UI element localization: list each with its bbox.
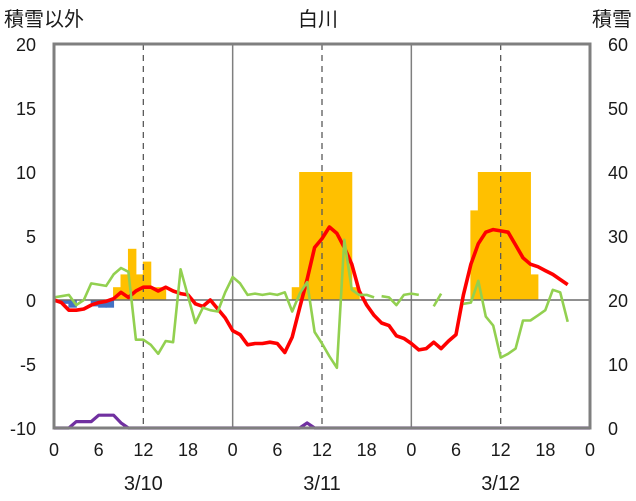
x-tick-label: 12 (312, 440, 332, 460)
precip-bar (515, 172, 524, 300)
sunshine-bar (98, 300, 107, 308)
precip-bar (142, 261, 152, 300)
precip-bar (291, 287, 301, 300)
humidity_like-line (432, 292, 443, 308)
right-tick-label: 10 (608, 355, 628, 375)
sunshine-bar (105, 300, 115, 308)
left-tick-label: 0 (26, 291, 36, 311)
precip-bar (328, 172, 338, 300)
left-tick-label: 5 (26, 227, 36, 247)
x-tick-label: 0 (49, 440, 59, 460)
x-tick-label: 12 (491, 440, 511, 460)
humidity_like-line (381, 292, 420, 307)
right-tick-label: 40 (608, 163, 628, 183)
right-tick-label: 20 (608, 291, 628, 311)
sunshine-bar (68, 300, 77, 308)
precip-bar (314, 172, 323, 300)
precip-bar (343, 172, 353, 300)
precip-bar (127, 248, 137, 300)
x-tick-label: 12 (133, 440, 153, 460)
x-tick-label: 6 (94, 440, 104, 460)
x-tick-label: 0 (228, 440, 238, 460)
right-tick-label: 0 (608, 419, 618, 439)
precip-bar (299, 172, 308, 300)
x-tick-label: 0 (406, 440, 416, 460)
precip-bar (522, 172, 531, 300)
x-tick-label: 6 (272, 440, 282, 460)
humidity_like-line (463, 279, 569, 359)
date-label: 3/11 (303, 473, 340, 495)
plot-border (52, 42, 592, 430)
left-tick-label: -10 (10, 419, 36, 439)
precip-bar (120, 274, 129, 300)
precip-bar (157, 287, 167, 300)
temperature-line (53, 225, 569, 355)
right-tick-label: 50 (608, 99, 628, 119)
left-tick-label: 20 (16, 35, 36, 55)
right-tick-label: 60 (608, 35, 628, 55)
right-axis-title: 積雪 (592, 8, 632, 31)
humidity_like-line (53, 238, 375, 370)
left-tick-label: -5 (20, 355, 36, 375)
precip-bar (336, 172, 345, 300)
chart-title: 白川 (298, 8, 338, 31)
left-tick-label: 10 (16, 163, 36, 183)
left-tick-label: 15 (16, 99, 36, 119)
x-tick-label: 18 (535, 440, 555, 460)
x-tick-label: 6 (451, 440, 461, 460)
x-tick-label: 18 (357, 440, 377, 460)
x-tick-label: 18 (178, 440, 198, 460)
precip-bar (485, 172, 494, 300)
date-label: 3/12 (481, 473, 520, 495)
plot-frame (52, 42, 592, 430)
precip-bar (150, 287, 159, 300)
right-tick-label: 30 (608, 227, 628, 247)
precip-bar (529, 274, 539, 300)
precip-bar (500, 172, 509, 300)
precip-bar (306, 172, 316, 300)
left-axis-title: 積雪以外 (4, 8, 84, 31)
sunshine-bar (60, 300, 70, 304)
precip-bar (492, 172, 502, 300)
date-label: 3/10 (124, 473, 163, 495)
x-tick-label: 0 (585, 440, 595, 460)
